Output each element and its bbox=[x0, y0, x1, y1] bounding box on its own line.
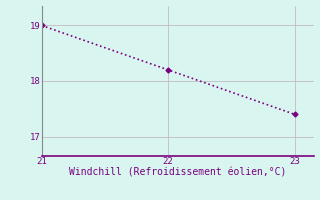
X-axis label: Windchill (Refroidissement éolien,°C): Windchill (Refroidissement éolien,°C) bbox=[69, 168, 286, 178]
